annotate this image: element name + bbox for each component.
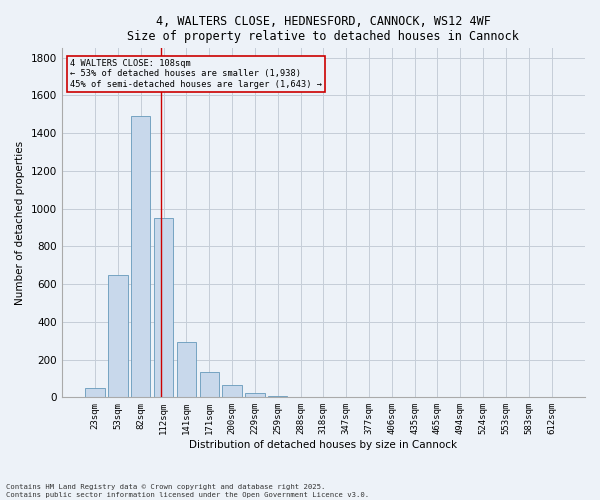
Bar — [268, 396, 287, 398]
Bar — [108, 274, 128, 398]
Bar — [85, 388, 105, 398]
Y-axis label: Number of detached properties: Number of detached properties — [15, 141, 25, 305]
Bar — [245, 393, 265, 398]
Text: 4 WALTERS CLOSE: 108sqm
← 53% of detached houses are smaller (1,938)
45% of semi: 4 WALTERS CLOSE: 108sqm ← 53% of detache… — [70, 59, 322, 88]
Bar — [154, 218, 173, 398]
Bar — [223, 385, 242, 398]
Title: 4, WALTERS CLOSE, HEDNESFORD, CANNOCK, WS12 4WF
Size of property relative to det: 4, WALTERS CLOSE, HEDNESFORD, CANNOCK, W… — [127, 15, 519, 43]
X-axis label: Distribution of detached houses by size in Cannock: Distribution of detached houses by size … — [189, 440, 457, 450]
Bar — [131, 116, 151, 398]
Bar — [177, 342, 196, 398]
Bar — [200, 372, 219, 398]
Text: Contains HM Land Registry data © Crown copyright and database right 2025.
Contai: Contains HM Land Registry data © Crown c… — [6, 484, 369, 498]
Bar — [291, 396, 310, 398]
Bar — [314, 397, 333, 398]
